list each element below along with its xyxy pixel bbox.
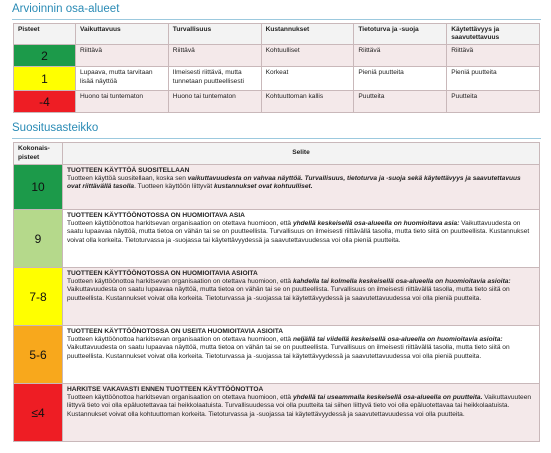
cell: Pieniä puutteita (353, 66, 448, 92)
column-header: Turvallisuus (167, 22, 262, 46)
column-header: Pisteet (13, 22, 76, 46)
description-text: vaikuttavuudesta on vahvaa näyttöä. Turv… (67, 175, 521, 191)
score-cell: 1 (13, 66, 76, 92)
column-header: Kokonais-pisteet (13, 142, 63, 165)
description-cell: TUOTTEEN KÄYTTÖÖNOTOSSA ON USEITA HUOMIO… (62, 325, 540, 384)
table-row: 7-8 TUOTTEEN KÄYTTÖÖNOTOSSA ON HUOMIOITAV… (13, 267, 540, 326)
description-text: yhdellä tai useammalla keskeisellä osa-a… (292, 394, 483, 402)
description-text: Vaikuttavuudesta on saatu lupaavaa näytt… (67, 220, 530, 244)
table-row: 9 TUOTTEEN KÄYTTÖÖNOTOSSA ON HUOMIOITAVA … (13, 209, 540, 268)
description-text: Tuotteen käyttöönottoa harkitsevan organ… (67, 394, 293, 402)
description-text: Tuotteen käyttöä suositellaan, koska sen (67, 175, 188, 183)
score-cell: 2 (13, 44, 76, 68)
column-header: Tietoturva ja -suoja (353, 22, 448, 46)
description-cell: TUOTTEEN KÄYTTÖÄ SUOSITELLAAN Tuotteen kä… (62, 164, 540, 210)
cell: Huono tai tuntematon (75, 90, 169, 114)
cell: Puutteita (353, 90, 448, 114)
score-cell: 10 (13, 164, 63, 210)
description-text: kahdella tai kolmella keskeisellä osa-al… (292, 278, 511, 286)
row-title: TUOTTEEN KÄYTTÖÖNOTOSSA ON HUOMIOITAVA A… (67, 212, 245, 219)
criteria-table: Pisteet Vaikuttavuus Turvallisuus Kustannuk… (13, 22, 540, 114)
cell: Riittävä (446, 44, 540, 68)
cell: Kohtuuttoman kallis (260, 90, 355, 114)
description-text: Tuotteen käyttöönottoa harkitsevan organ… (67, 220, 293, 228)
row-title: TUOTTEEN KÄYTTÖÖNOTOSSA ON HUOMIOITAVIA … (67, 270, 258, 277)
description-text: Vaikuttavuudesta on saatu lupaavaa näytt… (67, 344, 510, 360)
score-cell: -4 (13, 90, 76, 114)
row-title: TUOTTEEN KÄYTTÖÖNOTOSSA ON USEITA HUOMIO… (67, 328, 284, 335)
table-row: 2 Riittävä Riittävä Kohtuulliset Riittävä Rii… (13, 44, 540, 68)
description-text: Tuotteen käyttöönottoa harkitsevan organ… (67, 336, 293, 344)
cell: Riittävä (75, 44, 169, 68)
cell: Pieniä puutteita (446, 66, 540, 92)
header-row: Pisteet Vaikuttavuus Turvallisuus Kustannuk… (13, 22, 540, 46)
column-header: Kustannukset (260, 22, 355, 46)
cell: Korkeat (260, 66, 355, 92)
description-cell: TUOTTEEN KÄYTTÖÖNOTOSSA ON HUOMIOITAVA A… (62, 209, 540, 268)
section-heading: Arvioinnin osa-alueet (12, 3, 120, 15)
description-text: . Tuotteen käyttöön liittyvät (134, 183, 214, 191)
score-cell: ≤4 (13, 383, 63, 442)
table-row: 5-6 TUOTTEEN KÄYTTÖÖNOTOSSA ON USEITA HUO… (13, 325, 540, 384)
cell: Ilmeisesti riittävä, mutta tunnetaan puu… (167, 66, 262, 92)
column-header: Selite (62, 142, 540, 165)
description-text: Tuotteen käyttöönottoa harkitsevan organ… (67, 278, 293, 286)
description-cell: HARKITSE VAKAVASTI ENNEN TUOTTEEN KÄYTTÖ… (62, 383, 540, 442)
cell: Riittävä (353, 44, 448, 68)
table-row: ≤4 HARKITSE VAKAVASTI ENNEN TUOTTEEN KÄYT… (13, 383, 540, 442)
column-header: Vaikuttavuus (75, 22, 169, 46)
table-row: 10 TUOTTEEN KÄYTTÖÄ SUOSITELLAAN Tuotteen … (13, 164, 540, 210)
description-text: Vaikuttavuudesta on saatu lupaavaa näytt… (67, 286, 510, 302)
heading-rule (12, 19, 541, 20)
section-heading: Suositusasteikko (12, 122, 99, 134)
score-cell: 5-6 (13, 325, 63, 384)
row-title: HARKITSE VAKAVASTI ENNEN TUOTTEEN KÄYTTÖ… (67, 386, 264, 393)
score-cell: 7-8 (13, 267, 63, 326)
column-header: Käytettävyys ja saavutettavuus (446, 22, 540, 46)
table-row: 1 Lupaava, mutta tarvitaan lisää näyttöä I… (13, 66, 540, 92)
cell: Kohtuulliset (260, 44, 355, 68)
heading-rule (12, 138, 541, 139)
table-row: -4 Huono tai tuntematon Huono tai tuntemat… (13, 90, 540, 114)
description-cell: TUOTTEEN KÄYTTÖÖNOTOSSA ON HUOMIOITAVIA … (62, 267, 540, 326)
cell: Huono tai tuntematon (167, 90, 262, 114)
description-text: yhdellä keskeisellä osa-alueella on huom… (292, 220, 460, 228)
cell: Puutteita (446, 90, 540, 114)
description-text: neljällä tai viidellä keskeisellä osa-al… (292, 336, 503, 344)
row-title: TUOTTEEN KÄYTTÖÄ SUOSITELLAAN (67, 167, 190, 174)
recommendation-table: Kokonais-pisteet Selite 10 TUOTTEEN KÄYTTÖÄ… (13, 142, 540, 442)
header-row: Kokonais-pisteet Selite (13, 142, 540, 165)
description-text: kustannukset ovat kohtuulliset. (213, 183, 313, 191)
score-cell: 9 (13, 209, 63, 268)
description-text: Vaikuttavuuteen liittyvä tieto voi olla … (67, 394, 532, 418)
cell: Lupaava, mutta tarvitaan lisää näyttöä (75, 66, 169, 92)
cell: Riittävä (167, 44, 262, 68)
